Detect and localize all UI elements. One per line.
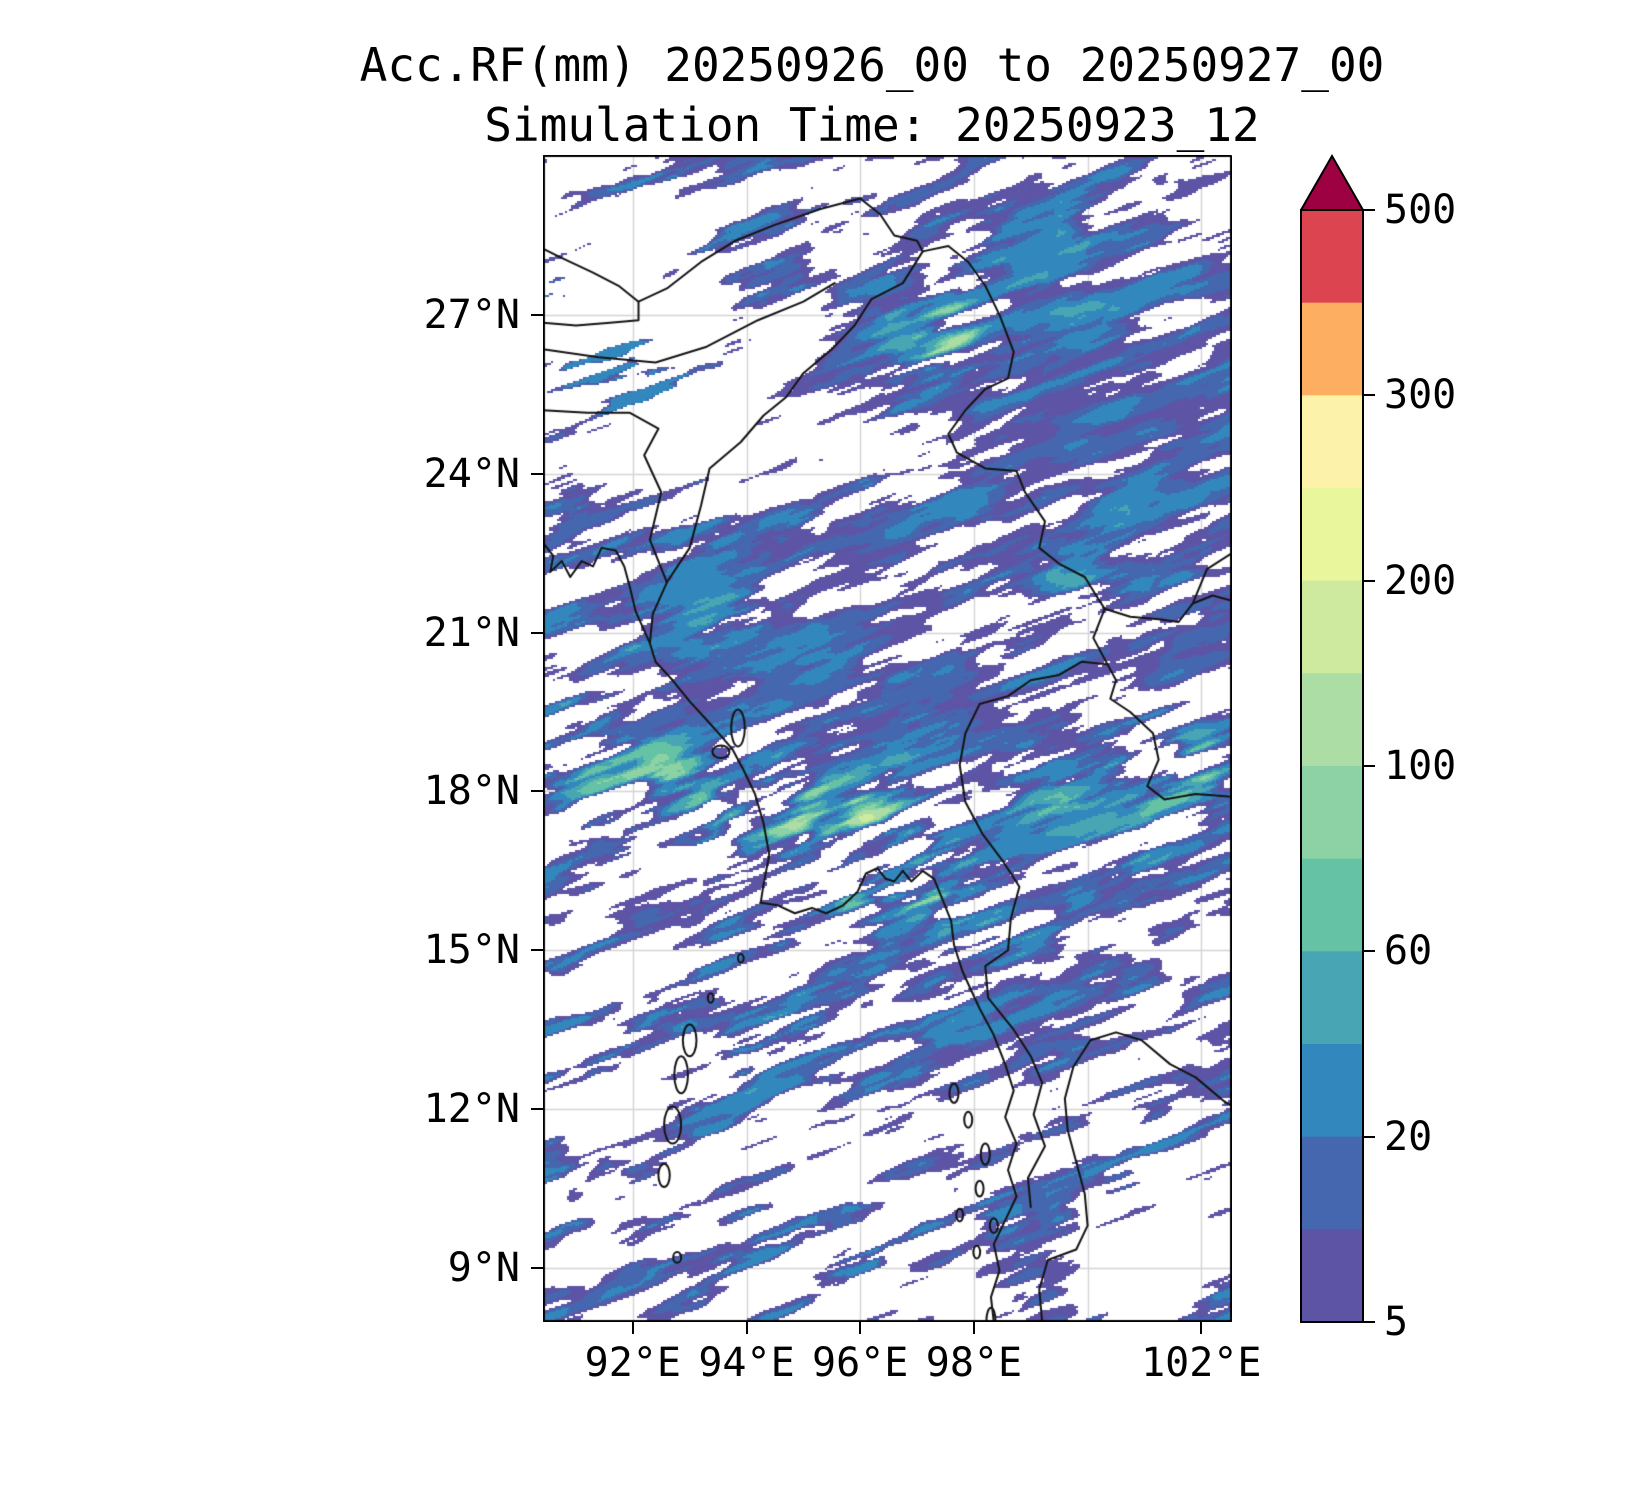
- colorbar-tick-label: 5: [1384, 1299, 1409, 1345]
- y-axis-tick-label: 18°N: [423, 768, 520, 815]
- x-axis-tick-label: 98°E: [925, 1340, 1023, 1386]
- y-axis-tick: [531, 790, 543, 793]
- x-axis-tick-label: 94°E: [698, 1340, 795, 1386]
- colorbar-tick: [1363, 394, 1375, 397]
- y-axis-tick: [531, 472, 543, 475]
- colorbar-tick-label: 60: [1384, 928, 1433, 975]
- y-axis-tick: [531, 1266, 543, 1269]
- colorbar-tick-label: 300: [1384, 372, 1457, 419]
- colorbar-tick-label: 200: [1384, 557, 1457, 604]
- y-axis-tick: [531, 313, 543, 316]
- y-axis-tick-label: 9°N: [447, 1244, 520, 1291]
- colorbar-tick: [1363, 1135, 1375, 1138]
- rainfall-map-canvas: [543, 155, 1232, 1322]
- colorbar-tick: [1363, 579, 1375, 582]
- colorbar-tick-label: 500: [1384, 187, 1457, 233]
- chart-subtitle: Simulation Time: 20250923_12: [484, 98, 1260, 152]
- colorbar-tick: [1363, 765, 1375, 767]
- x-axis-tick-label: 96°E: [812, 1340, 909, 1386]
- colorbar-tick: [1363, 209, 1375, 211]
- y-axis-tick: [531, 949, 543, 952]
- x-axis-tick-label: 92°E: [584, 1340, 681, 1386]
- colorbar-tick: [1363, 950, 1375, 953]
- x-axis-tick: [1200, 1322, 1203, 1334]
- y-axis-tick-label: 15°N: [423, 927, 520, 974]
- x-axis-tick: [859, 1322, 862, 1334]
- colorbar-tick-label: 20: [1384, 1113, 1433, 1160]
- y-axis-tick: [531, 1108, 543, 1111]
- y-axis-tick: [531, 631, 543, 634]
- colorbar-tick: [1363, 1321, 1375, 1323]
- chart-title: Acc.RF(mm) 20250926_00 to 20250927_00: [359, 38, 1385, 92]
- y-axis-tick-label: 24°N: [423, 450, 520, 497]
- colorbar: [1300, 153, 1365, 1323]
- colorbar-tick-label: 100: [1384, 743, 1457, 789]
- y-axis-tick-label: 12°N: [423, 1086, 520, 1133]
- x-axis-tick-label: 102°E: [1141, 1340, 1262, 1386]
- y-axis-tick-label: 21°N: [423, 609, 520, 656]
- x-axis-tick: [972, 1322, 975, 1334]
- map-plot-area: [543, 155, 1232, 1322]
- y-axis-tick-label: 27°N: [423, 291, 520, 338]
- x-axis-tick: [745, 1322, 748, 1334]
- x-axis-tick: [631, 1322, 634, 1334]
